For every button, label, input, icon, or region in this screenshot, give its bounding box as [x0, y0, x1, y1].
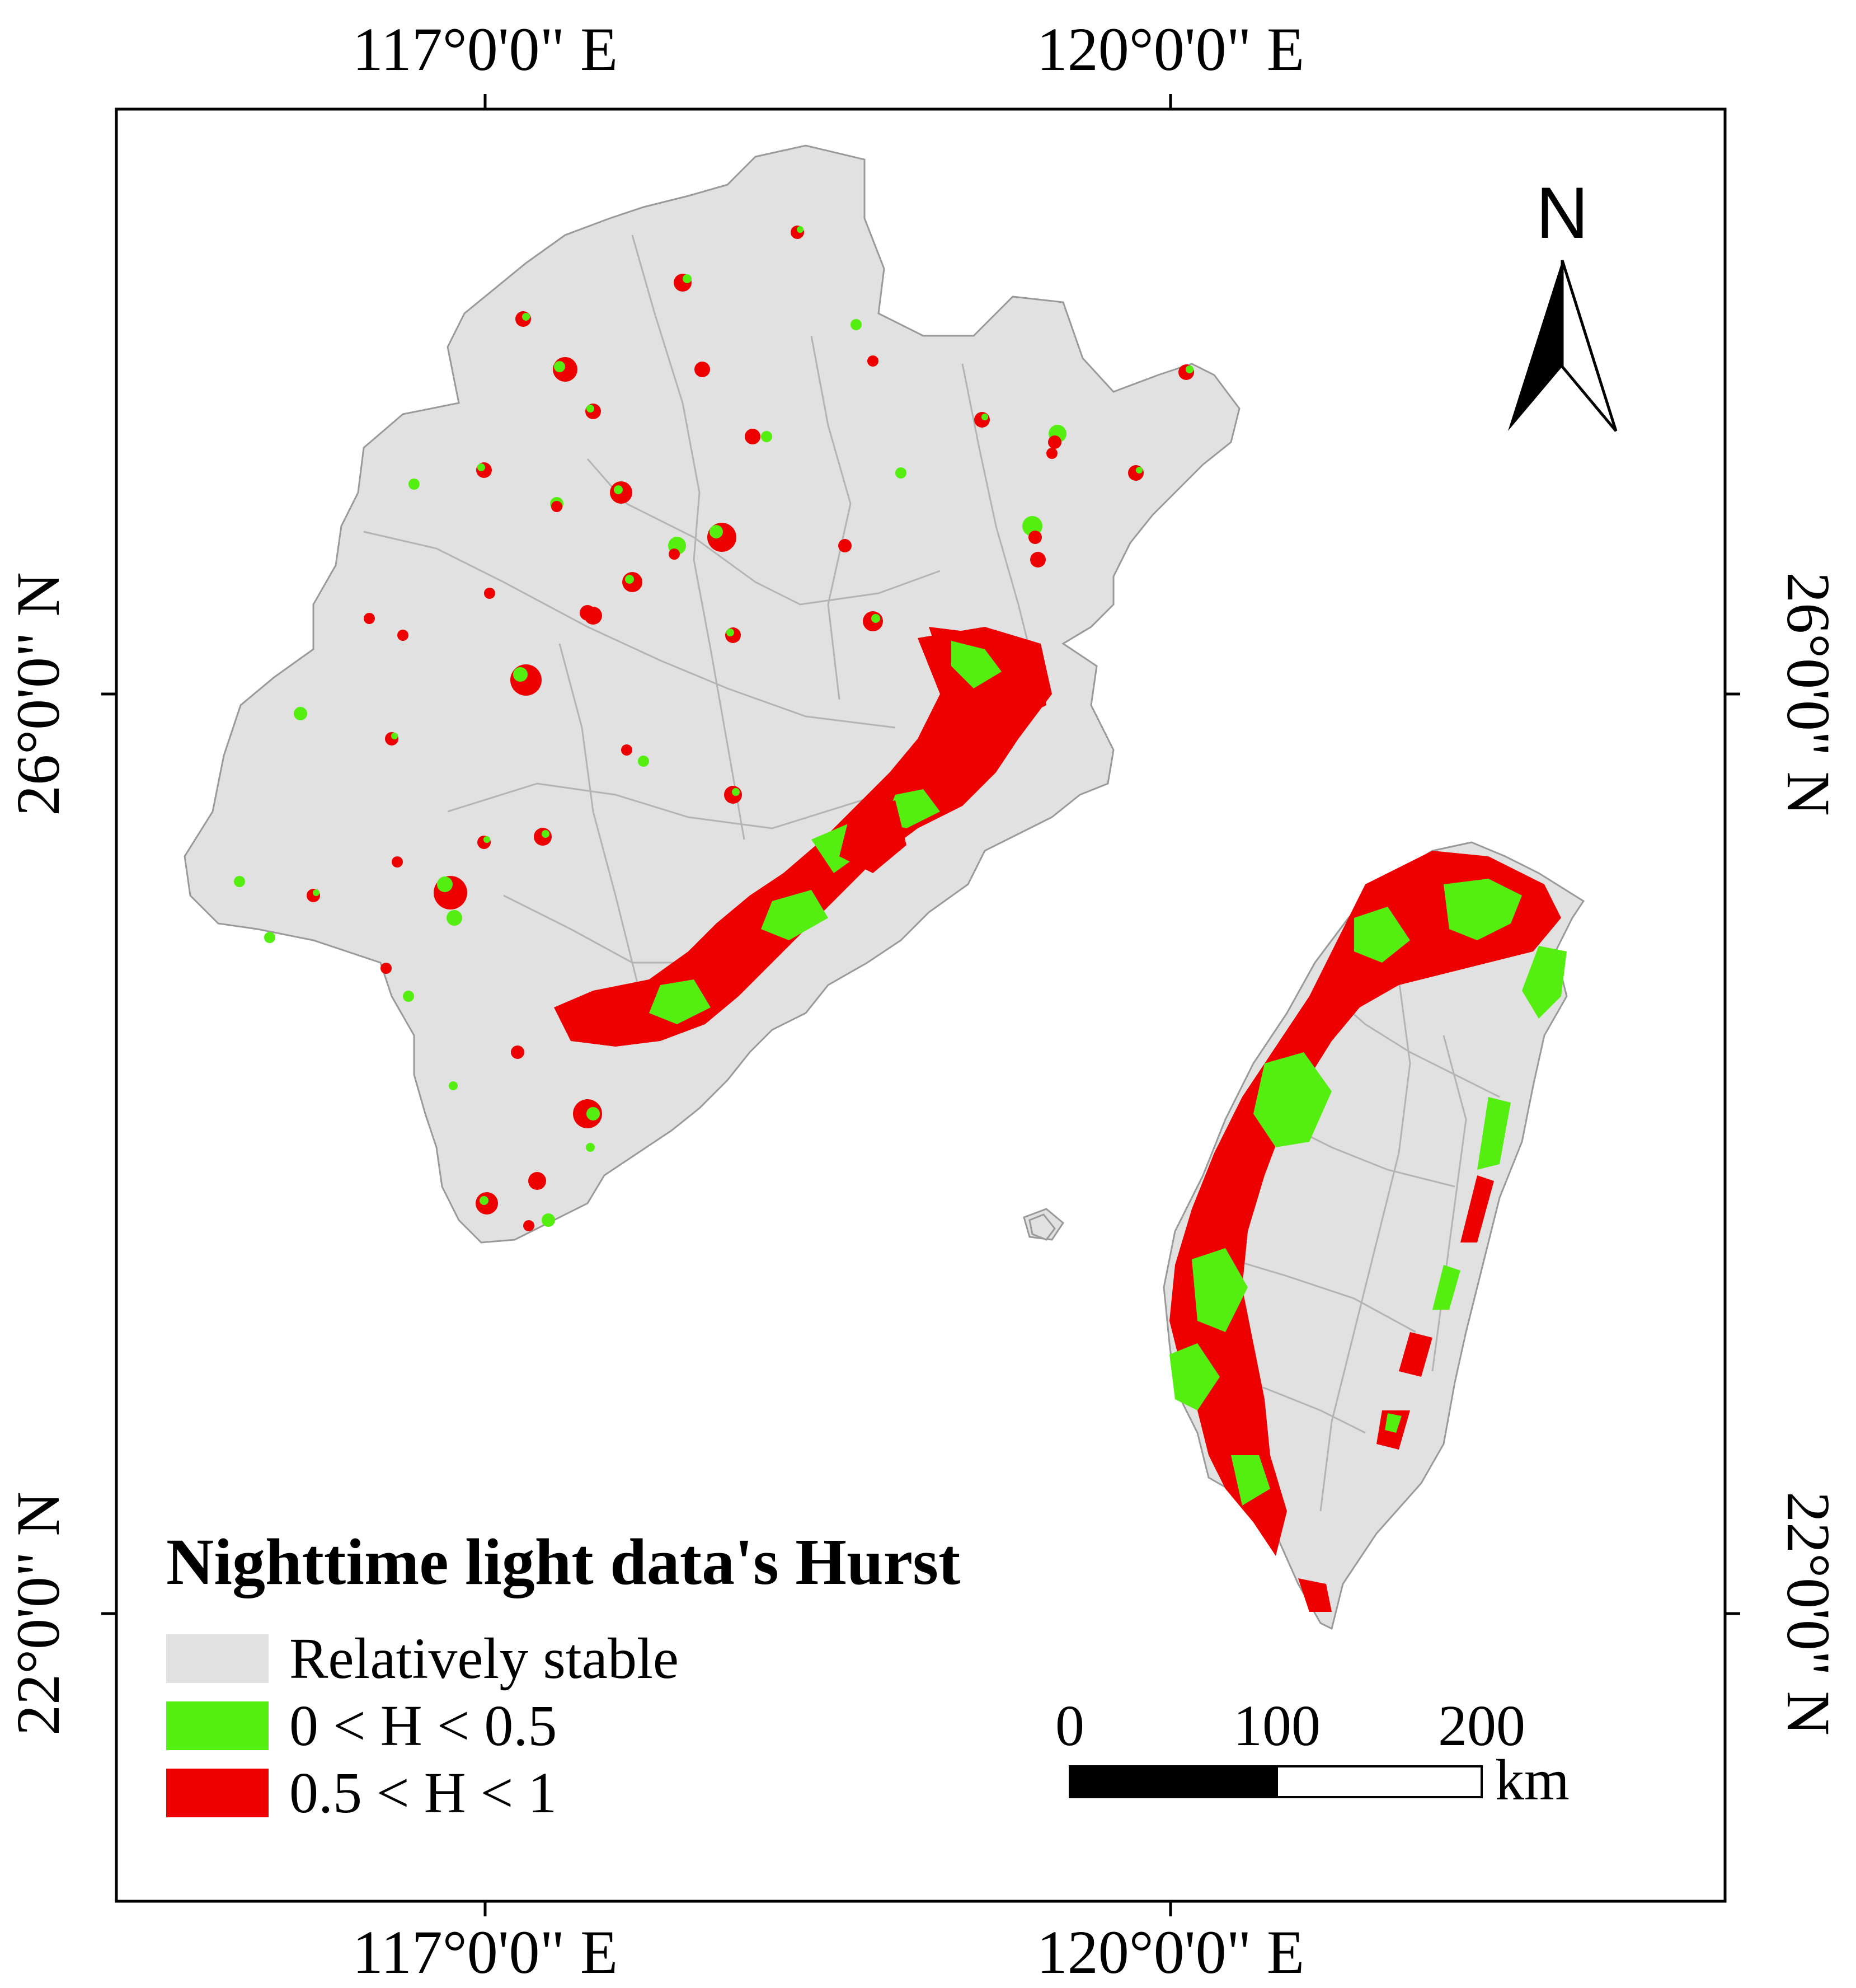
north-arrow-icon — [1508, 260, 1562, 431]
legend-title: Nighttime light data's Hurst — [166, 1525, 960, 1598]
legend: Nighttime light data's Hurst Relatively … — [166, 1525, 960, 1825]
graticule-ticks — [101, 94, 1740, 1916]
county-boundaries — [363, 235, 1036, 986]
legend-swatch-red — [166, 1769, 269, 1817]
legend-label-stable: Relatively stable — [289, 1626, 679, 1691]
north-arrow: N — [1508, 172, 1618, 432]
legend-label-green: 0 < H < 0.5 — [289, 1694, 557, 1758]
legend-swatch-green — [166, 1701, 269, 1750]
fujian-coast-cluster — [554, 627, 1052, 1047]
taiwan-landmass — [1163, 841, 1585, 1630]
scale-unit: km — [1495, 1748, 1570, 1812]
top-lon-label-120: 120°0'0" E — [1037, 15, 1304, 83]
left-lat-label-26: 26°0'0" N — [4, 572, 72, 816]
scale-tick-0: 0 — [1055, 1694, 1084, 1758]
penghu-islands — [1028, 1213, 1056, 1241]
scale-tick-200: 200 — [1438, 1694, 1525, 1758]
north-arrow-label: N — [1536, 172, 1589, 254]
fujian-city-clusters — [234, 226, 1194, 1231]
taiwan-region — [1163, 841, 1585, 1630]
legend-swatch-stable — [166, 1634, 269, 1683]
top-lon-label-117: 117°0'0" E — [353, 15, 618, 83]
bottom-lon-label-117: 117°0'0" E — [353, 1918, 618, 1986]
scale-bar-white — [1276, 1765, 1483, 1798]
right-lat-label-22: 22°0'0" N — [1774, 1492, 1843, 1736]
fujian-region — [184, 144, 1241, 1244]
left-lat-label-22: 22°0'0" N — [4, 1492, 72, 1736]
scale-bar: 0 100 200 km — [1055, 1694, 1570, 1812]
scale-bar-black — [1069, 1765, 1278, 1798]
taiwan-clusters — [1169, 851, 1567, 1612]
right-lat-label-26: 26°0'0" N — [1774, 572, 1843, 816]
bottom-lon-label-120: 120°0'0" E — [1037, 1918, 1304, 1986]
legend-label-red: 0.5 < H < 1 — [289, 1761, 557, 1825]
scale-tick-100: 100 — [1233, 1694, 1321, 1758]
